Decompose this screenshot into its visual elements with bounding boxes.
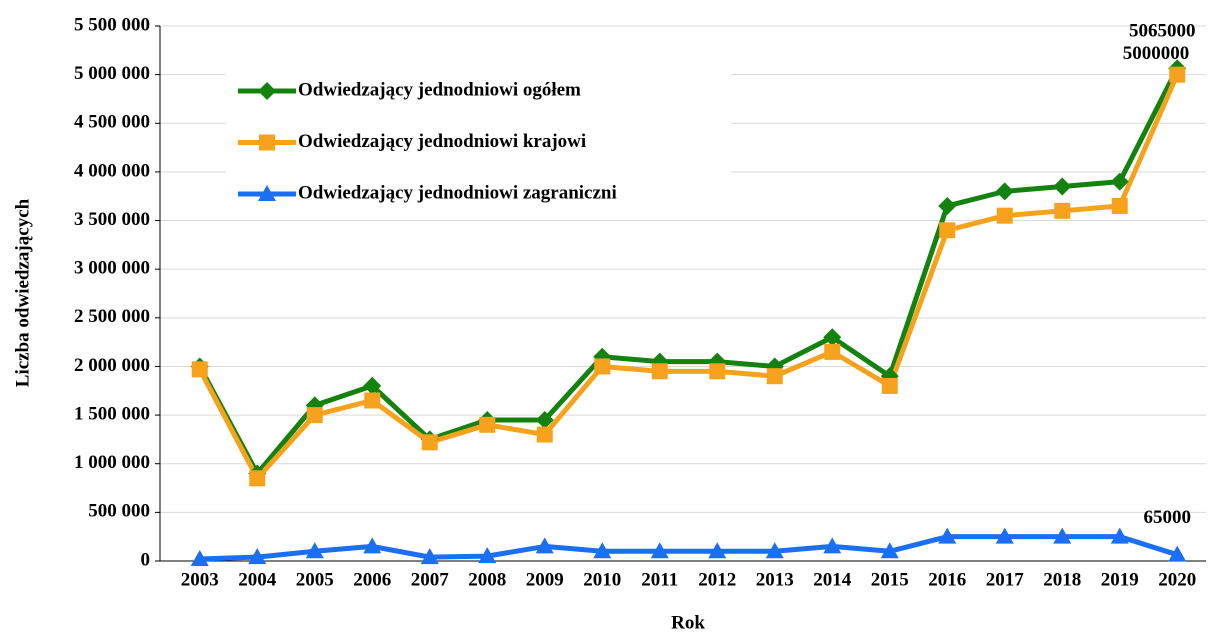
marker (823, 328, 842, 347)
series-line (197, 73, 1180, 481)
x-tick-label: 2014 (813, 569, 852, 590)
marker (248, 548, 267, 565)
marker (535, 537, 554, 554)
marker (938, 196, 957, 215)
marker (249, 470, 266, 487)
marker (881, 377, 898, 394)
legend-label: Odwiedzający jednodniowi krajowi (298, 131, 586, 152)
legend-label: Odwiedzający jednodniowi zagraniczni (298, 182, 617, 203)
marker (593, 542, 612, 559)
y-tick-label: 3 500 000 (74, 209, 150, 230)
marker (421, 434, 438, 451)
x-tick-label: 2009 (526, 569, 564, 590)
marker (479, 416, 496, 433)
x-tick-label: 2020 (1158, 569, 1196, 590)
data-label: 65000 (1144, 507, 1192, 528)
legend-label: Odwiedzający jednodniowi ogółem (298, 79, 581, 100)
y-tick-label: 2 000 000 (74, 355, 150, 376)
marker (420, 548, 439, 565)
x-tick-label: 2004 (238, 569, 277, 590)
y-tick-label: 1 000 000 (74, 452, 150, 473)
marker (363, 376, 382, 395)
y-tick-label: 3 000 000 (74, 258, 150, 279)
marker (1110, 527, 1129, 544)
marker (1054, 202, 1071, 219)
marker (259, 134, 275, 151)
marker (363, 537, 382, 554)
series-line (197, 67, 1180, 476)
data-label: 5000000 (1123, 43, 1190, 64)
x-tick-label: 2010 (583, 569, 621, 590)
marker (824, 343, 841, 360)
marker (258, 185, 276, 201)
marker (995, 182, 1014, 201)
marker (1169, 66, 1186, 83)
y-tick-label: 5 000 000 (74, 63, 150, 84)
marker (1053, 527, 1072, 544)
x-tick-label: 2013 (756, 569, 794, 590)
x-tick-label: 2008 (468, 569, 506, 590)
y-tick-label: 4 000 000 (74, 160, 150, 181)
marker (536, 426, 553, 443)
marker (535, 410, 554, 429)
x-tick-label: 2003 (181, 569, 219, 590)
marker (306, 407, 323, 424)
y-axis-title: Liczba odwiedzających (12, 198, 33, 387)
marker (766, 368, 783, 385)
marker (650, 542, 669, 559)
series-line (199, 534, 1178, 562)
marker (191, 361, 208, 378)
marker (880, 542, 899, 559)
x-tick-label: 2016 (928, 569, 966, 590)
marker (1168, 545, 1187, 562)
x-tick-label: 2017 (986, 569, 1025, 590)
x-tick-label: 2011 (641, 569, 678, 590)
x-axis-title: Rok (671, 612, 705, 633)
marker (478, 547, 497, 564)
marker (1110, 172, 1129, 191)
marker (708, 542, 727, 559)
y-tick-label: 5 500 000 (74, 14, 150, 35)
marker (1053, 177, 1072, 196)
y-tick-label: 500 000 (88, 501, 150, 522)
marker (305, 542, 324, 559)
marker (709, 363, 726, 380)
y-tick-label: 2 500 000 (74, 306, 150, 327)
x-tick-label: 2007 (411, 569, 450, 590)
marker (190, 550, 209, 567)
marker (996, 207, 1013, 224)
data-label: 5065000 (1129, 21, 1196, 42)
marker (594, 358, 611, 375)
marker (765, 542, 784, 559)
x-tick-label: 2005 (296, 569, 334, 590)
marker (938, 527, 957, 544)
y-tick-label: 0 (141, 549, 151, 570)
marker (995, 527, 1014, 544)
marker (364, 392, 381, 409)
x-tick-label: 2015 (871, 569, 909, 590)
marker (1111, 197, 1128, 214)
y-tick-label: 4 500 000 (74, 112, 150, 133)
marker (651, 363, 668, 380)
marker (823, 537, 842, 554)
marker (939, 222, 956, 239)
x-tick-label: 2018 (1043, 569, 1081, 590)
legend-box (226, 64, 731, 216)
x-tick-label: 2019 (1101, 569, 1139, 590)
y-tick-label: 1 500 000 (74, 403, 150, 424)
marker (258, 82, 276, 100)
x-tick-label: 2012 (698, 569, 736, 590)
x-tick-label: 2006 (353, 569, 391, 590)
